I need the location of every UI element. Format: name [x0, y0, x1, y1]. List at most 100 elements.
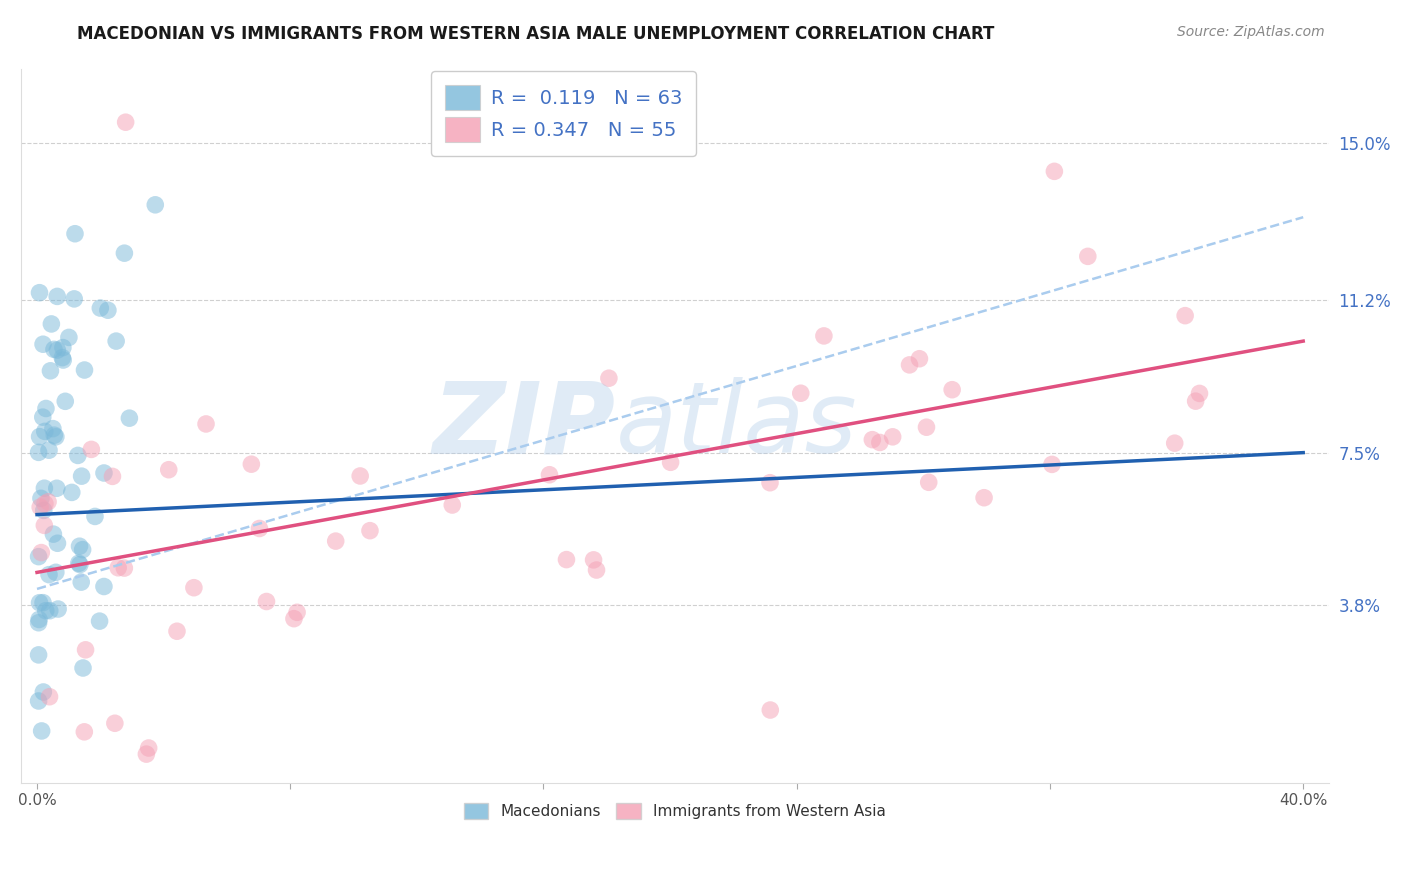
- Point: [30, 500, 52, 514]
- Point: [53, 394, 76, 409]
- Point: [759, 703, 782, 717]
- Point: [28, 285, 51, 300]
- Point: [60, 485, 83, 500]
- Point: [52, 353, 75, 368]
- Point: [112, 561, 135, 575]
- Point: [869, 435, 891, 450]
- Legend: Macedonians, Immigrants from Western Asia: Macedonians, Immigrants from Western Asi…: [458, 797, 891, 825]
- Point: [1174, 309, 1197, 323]
- Point: [107, 561, 129, 575]
- Point: [28, 596, 51, 610]
- Point: [42, 422, 65, 436]
- Point: [813, 329, 835, 343]
- Point: [104, 716, 127, 731]
- Point: [45, 430, 67, 444]
- Point: [38, 604, 60, 618]
- Point: [759, 475, 782, 490]
- Point: [44, 428, 66, 442]
- Point: [46, 343, 69, 357]
- Point: [538, 467, 561, 482]
- Point: [1040, 458, 1063, 472]
- Point: [66, 449, 89, 463]
- Point: [34, 497, 56, 511]
- Point: [249, 521, 271, 535]
- Point: [1043, 164, 1066, 178]
- Point: [915, 420, 938, 434]
- Point: [27, 648, 49, 662]
- Point: [166, 624, 188, 639]
- Point: [135, 747, 157, 761]
- Point: [918, 475, 941, 490]
- Text: Source: ZipAtlas.com: Source: ZipAtlas.com: [1177, 25, 1324, 39]
- Point: [73, 724, 96, 739]
- Point: [72, 542, 94, 557]
- Point: [69, 539, 91, 553]
- Point: [941, 383, 963, 397]
- Point: [89, 301, 111, 315]
- Point: [38, 567, 60, 582]
- Point: [598, 371, 620, 385]
- Point: [97, 303, 120, 318]
- Point: [75, 643, 97, 657]
- Point: [63, 227, 86, 241]
- Point: [30, 545, 52, 559]
- Point: [38, 690, 60, 704]
- Point: [32, 503, 55, 517]
- Point: [46, 289, 69, 303]
- Point: [790, 386, 813, 401]
- Point: [38, 443, 60, 458]
- Point: [143, 198, 166, 212]
- Point: [32, 337, 55, 351]
- Point: [101, 469, 124, 483]
- Text: MACEDONIAN VS IMMIGRANTS FROM WESTERN ASIA MALE UNEMPLOYMENT CORRELATION CHART: MACEDONIAN VS IMMIGRANTS FROM WESTERN AS…: [77, 25, 994, 43]
- Point: [908, 351, 931, 366]
- Point: [1077, 249, 1099, 263]
- Point: [93, 466, 115, 480]
- Point: [58, 330, 80, 344]
- Point: [112, 246, 135, 260]
- Text: atlas: atlas: [616, 377, 858, 475]
- Point: [240, 457, 263, 471]
- Point: [70, 469, 93, 483]
- Point: [27, 445, 49, 459]
- Point: [41, 317, 63, 331]
- Point: [39, 364, 62, 378]
- Text: ZIP: ZIP: [433, 377, 616, 475]
- Point: [898, 358, 921, 372]
- Point: [31, 410, 53, 425]
- Point: [52, 341, 75, 355]
- Point: [31, 723, 53, 738]
- Point: [28, 612, 51, 626]
- Point: [157, 463, 180, 477]
- Point: [30, 491, 52, 506]
- Point: [46, 536, 69, 550]
- Point: [256, 594, 278, 608]
- Point: [973, 491, 995, 505]
- Point: [63, 292, 86, 306]
- Point: [1184, 394, 1206, 409]
- Point: [555, 552, 578, 566]
- Point: [42, 343, 65, 357]
- Point: [35, 401, 58, 416]
- Point: [51, 351, 73, 365]
- Point: [34, 481, 56, 495]
- Point: [84, 509, 107, 524]
- Point: [42, 527, 65, 541]
- Point: [32, 685, 55, 699]
- Point: [585, 563, 607, 577]
- Point: [32, 596, 55, 610]
- Point: [45, 481, 67, 495]
- Point: [659, 455, 682, 469]
- Point: [27, 549, 49, 564]
- Point: [183, 581, 205, 595]
- Point: [441, 498, 464, 512]
- Point: [1164, 436, 1187, 450]
- Point: [582, 553, 605, 567]
- Point: [105, 334, 128, 348]
- Point: [882, 430, 904, 444]
- Point: [89, 614, 111, 628]
- Point: [34, 425, 56, 439]
- Point: [27, 694, 49, 708]
- Point: [325, 534, 347, 549]
- Point: [69, 558, 91, 572]
